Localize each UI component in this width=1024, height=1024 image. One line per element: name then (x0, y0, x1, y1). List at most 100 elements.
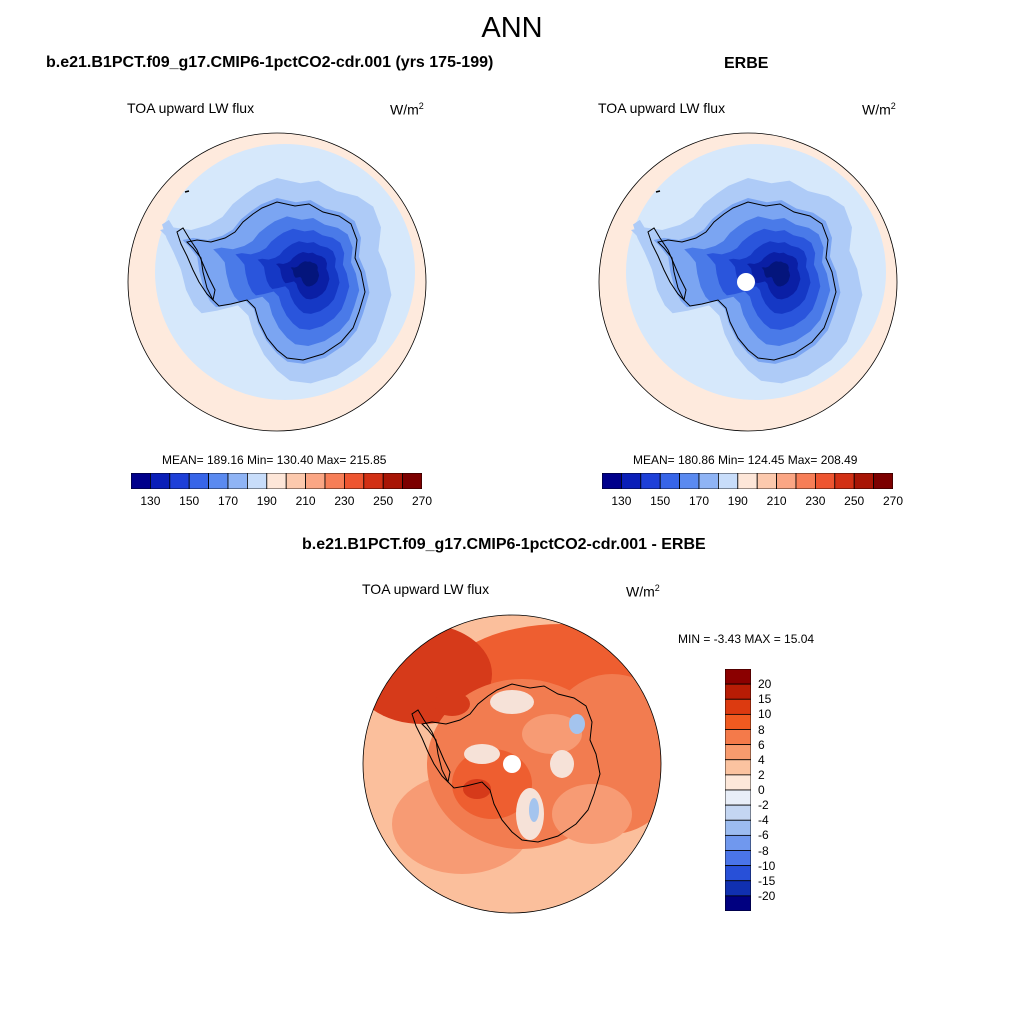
colorbar-swatch (247, 473, 268, 489)
pole-gap (737, 273, 755, 291)
diff-panel-units: W/m2 (626, 583, 660, 600)
colorbar-tick-label: 190 (727, 494, 748, 508)
panel-1-units: W/m2 (390, 101, 424, 118)
colorbar-tick-label: 15 (758, 692, 772, 707)
colorbar-tick-label: 190 (256, 494, 277, 508)
map-boundary (127, 132, 427, 432)
colorbar-swatch (725, 895, 751, 911)
colorbar-swatch (602, 473, 622, 489)
colorbar-tick-label: 4 (758, 752, 765, 767)
panel-2-title: ERBE (724, 55, 769, 72)
colorbar-tick-label: 150 (650, 494, 671, 508)
pole-gap (503, 755, 521, 773)
panel-1-stats: MEAN= 189.16 Min= 130.40 Max= 215.85 (162, 453, 387, 467)
panel-1-variable-label: TOA upward LW flux (127, 100, 255, 116)
figure-title: ANN (481, 12, 543, 44)
colorbar-tick-label: 230 (334, 494, 355, 508)
panel-1-colorbar (131, 473, 422, 489)
colorbar-swatch (208, 473, 229, 489)
coastline (656, 201, 837, 361)
coastline (420, 683, 601, 843)
map-anomaly-patch (550, 750, 574, 778)
colorbar-swatch (725, 880, 751, 897)
colorbar-tick-label: -8 (758, 843, 769, 858)
map-contour-band (633, 219, 677, 303)
colorbar-tick-label: -4 (758, 813, 769, 828)
panel-2-polar-map (598, 132, 898, 432)
colorbar-swatch (725, 819, 751, 836)
panel-1-title: b.e21.B1PCT.f09_g17.CMIP6-1pctCO2-cdr.00… (46, 54, 494, 71)
colorbar-swatch (725, 804, 751, 821)
colorbar-swatch (725, 683, 751, 700)
map-contour-band (761, 261, 791, 287)
map-boundary (362, 614, 662, 914)
colorbar-tick-label: 2 (758, 767, 765, 782)
colorbar-swatch (725, 713, 751, 730)
panel-2-stats: MEAN= 180.86 Min= 124.45 Max= 208.49 (633, 453, 858, 467)
colorbar-swatch (756, 473, 777, 489)
colorbar-tick-label: 210 (295, 494, 316, 508)
colorbar-swatch (725, 698, 751, 715)
colorbar-swatch (382, 473, 403, 489)
colorbar-tick-label: 10 (758, 707, 772, 722)
colorbar-swatch (725, 834, 751, 851)
colorbar-swatch (834, 473, 855, 489)
map-anomaly-patch (490, 690, 534, 714)
map-contour-band (290, 261, 320, 287)
colorbar-swatch (725, 759, 751, 776)
colorbar-swatch (853, 473, 874, 489)
panel-2-units: W/m2 (862, 101, 896, 118)
map-anomaly-patch (434, 692, 470, 716)
diff-panel-polar-map (362, 614, 662, 914)
colorbar-tick-label: 230 (805, 494, 826, 508)
colorbar-tick-label: 210 (766, 494, 787, 508)
colorbar-swatch (679, 473, 700, 489)
colorbar-tick-label: 170 (688, 494, 710, 508)
colorbar-swatch (814, 473, 836, 489)
colorbar-swatch (305, 473, 326, 489)
colorbar-swatch (266, 473, 287, 489)
coastline (185, 201, 366, 361)
colorbar-swatch (285, 473, 306, 489)
colorbar-swatch (324, 473, 345, 489)
colorbar-swatch (725, 774, 751, 791)
island-outline (184, 190, 190, 193)
coastline-peninsula (176, 227, 216, 302)
colorbar-swatch (149, 473, 171, 489)
diff-panel-title: b.e21.B1PCT.f09_g17.CMIP6-1pctCO2-cdr.00… (302, 536, 706, 553)
colorbar-tick-label: 8 (758, 722, 765, 737)
colorbar-swatch (725, 850, 751, 867)
colorbar-swatch (402, 473, 422, 489)
map-anomaly-patch (529, 798, 539, 822)
colorbar-swatch (725, 789, 751, 806)
colorbar-tick-label: 250 (844, 494, 865, 508)
colorbar-swatch (659, 473, 681, 489)
panel-1-polar-map (127, 132, 427, 432)
colorbar-tick-label: -6 (758, 828, 769, 843)
map-anomaly-patch (552, 784, 632, 844)
colorbar-tick-label: 130 (611, 494, 632, 508)
colorbar-swatch (725, 744, 751, 761)
map-anomaly-patch (463, 779, 491, 799)
colorbar-swatch (718, 473, 739, 489)
map-boundary (598, 132, 898, 432)
colorbar-swatch (343, 473, 365, 489)
coastline-peninsula (647, 227, 687, 302)
panel-2-variable-label: TOA upward LW flux (598, 100, 726, 116)
colorbar-swatch (620, 473, 642, 489)
colorbar-tick-label: -20 (758, 888, 776, 903)
diff-panel-colorbar (725, 669, 751, 911)
island-outline (655, 190, 661, 193)
coastline-peninsula (411, 709, 451, 784)
colorbar-swatch (795, 473, 816, 489)
map-anomaly-patch (569, 714, 585, 734)
colorbar-tick-label: -2 (758, 798, 769, 813)
colorbar-swatch (776, 473, 797, 489)
colorbar-swatch (725, 669, 751, 685)
colorbar-tick-label: 250 (373, 494, 394, 508)
colorbar-tick-label: 170 (217, 494, 239, 508)
colorbar-tick-label: 6 (758, 737, 765, 752)
diff-panel-variable-label: TOA upward LW flux (362, 581, 490, 597)
colorbar-swatch (188, 473, 210, 489)
colorbar-tick-label: -15 (758, 873, 776, 888)
